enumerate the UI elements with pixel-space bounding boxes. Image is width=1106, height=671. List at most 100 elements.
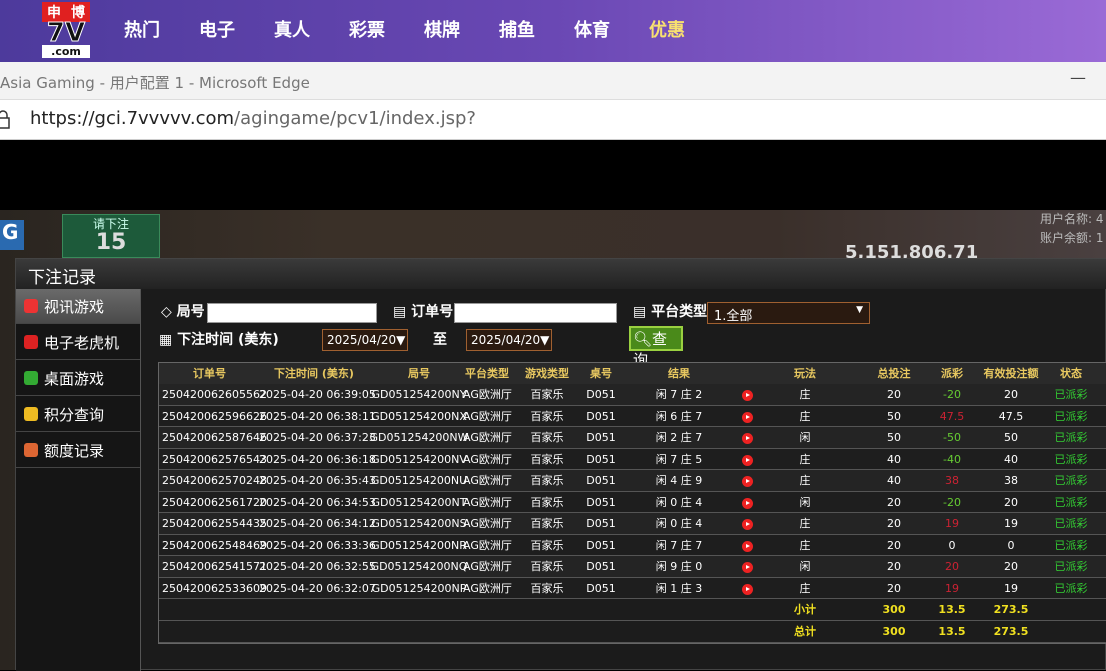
countdown: 15 (95, 230, 127, 255)
cell: 47.5 (998, 409, 1024, 423)
cell: 2025-04-20 06:33:36 (259, 538, 376, 552)
cell: AG欧洲厅 (463, 517, 512, 530)
cell: GD051254200NU (370, 474, 468, 487)
menu-label: 桌面游戏 (44, 370, 105, 388)
url[interactable]: https://gci.7vvvvv.com/agingame/pcv1/ind… (30, 108, 476, 129)
order-input[interactable] (454, 303, 617, 323)
menu-icon (24, 407, 38, 421)
nav-item[interactable]: 棋牌 (424, 20, 460, 41)
record-row: 250420062587646 2025-04-20 06:37:23 GD0512… (159, 427, 1106, 449)
cell: AG欧洲厅 (463, 495, 512, 509)
cell: 已派彩 (1054, 581, 1088, 595)
record-table: 订单号 下注时间 (美东) 局号 平台类型 游戏类型 桌号 结果 玩法 总投注 派彩 有效投注额 状态… (158, 362, 1106, 644)
cell: 250420062541571 (162, 560, 267, 573)
video-button[interactable] (742, 497, 753, 509)
cell: 闲 6 庄 7 (655, 409, 703, 423)
round-input[interactable] (207, 303, 377, 323)
platform-label-text: 平台类型 (651, 304, 708, 320)
cell: 闲 1 庄 3 (655, 581, 703, 595)
cell: 百家乐 (530, 495, 564, 509)
record-row: 250420062576543 2025-04-20 06:36:18 GD0512… (159, 448, 1106, 470)
logo-main[interactable]: 7V (46, 18, 86, 49)
nav-item[interactable]: 体育 (574, 20, 610, 41)
record-row: 250420062605562 2025-04-20 06:39:05 GD0512… (159, 384, 1106, 406)
menu-label: 积分查询 (44, 406, 105, 424)
play-triangle (746, 586, 750, 591)
query-button[interactable]: 🔍︎查询 (629, 326, 683, 369)
cell: 20 (1004, 388, 1018, 401)
cell: AG欧洲厅 (463, 452, 512, 466)
panel-header: 下注记录 (16, 259, 1106, 289)
video-button[interactable] (742, 454, 753, 466)
logo-char: 博 (71, 5, 85, 21)
cell: GD051254200NT (371, 495, 467, 509)
record-row: 250420062554435 2025-04-20 06:34:12 GD0512… (159, 513, 1106, 535)
play-triangle (746, 479, 750, 483)
total-row: 总计 300 13.5 273.5 (159, 621, 1106, 643)
menu-icon (24, 335, 38, 349)
cell: GD051254200NR (371, 538, 467, 552)
date-from[interactable]: 2025/04/20▼ (322, 329, 408, 351)
menu-item[interactable]: 积分查询 (16, 397, 140, 432)
cell: GD051254200NX (371, 409, 467, 423)
record-row: 250420062596626 2025-04-20 06:38:11 GD0512… (159, 405, 1106, 427)
to-label: 至 (433, 332, 447, 348)
record-row: 250420062561720 2025-04-20 06:34:53 GD0512… (159, 491, 1106, 513)
menu-item[interactable]: 电子老虎机 (16, 325, 140, 360)
cell: 闲 (799, 495, 811, 509)
cell: -50 (943, 431, 961, 444)
nav-item[interactable]: 捕鱼 (499, 20, 535, 41)
cell: 百家乐 (530, 431, 564, 444)
menu-item[interactable]: 视讯游戏 (16, 289, 140, 324)
lock-icon (0, 110, 10, 129)
nav-item[interactable]: 优惠 (649, 20, 685, 41)
cell: 2025-04-20 06:38:11 (259, 409, 376, 423)
video-button[interactable] (742, 540, 753, 552)
column-header: 桌号 (590, 367, 612, 380)
cell: 2025-04-20 06:34:53 (259, 495, 376, 509)
video-button[interactable] (742, 390, 753, 401)
pool-amount: 5,151,806.71 (845, 242, 979, 263)
video-button[interactable] (742, 411, 753, 423)
bet-timer: 请下注 15 (62, 214, 160, 258)
menu-item[interactable]: 桌面游戏 (16, 361, 140, 396)
total-cell: 总计 (794, 625, 816, 638)
video-button[interactable] (742, 519, 753, 530)
cell: 250420062570248 (162, 474, 267, 487)
cell: 已派彩 (1054, 495, 1088, 509)
cell: 2025-04-20 06:32:07 (259, 581, 376, 595)
cell: 50 (887, 409, 901, 423)
total-cell: 273.5 (993, 625, 1029, 638)
nav-item[interactable]: 彩票 (349, 20, 385, 41)
video-button[interactable] (742, 583, 753, 595)
platform-value: 1.全部 (714, 309, 753, 324)
menu-item[interactable]: 额度记录 (16, 433, 140, 468)
total-cell: 300 (882, 603, 906, 616)
address-bar: https://gci.7vvvvv.com/agingame/pcv1/ind… (0, 100, 1106, 140)
menu-icon (24, 371, 38, 385)
menu-label: 视讯游戏 (44, 298, 105, 316)
nav-item[interactable]: 电子 (199, 20, 235, 41)
record-row: 250420062541571 2025-04-20 06:32:55 GD0512… (159, 556, 1106, 578)
cell: 闲 (799, 560, 811, 573)
nav-item[interactable]: 真人 (274, 20, 310, 41)
cell: -20 (943, 388, 961, 401)
cell: 百家乐 (530, 538, 564, 552)
cell: 百家乐 (530, 409, 564, 423)
video-button[interactable] (742, 433, 753, 444)
minimize-button[interactable]: — (1070, 68, 1086, 87)
platform-select[interactable]: 1.全部 ▼ (707, 302, 870, 324)
cell: 2025-04-20 06:32:55 (259, 560, 376, 573)
cell: 0 (948, 538, 956, 552)
cell: 0 (1007, 538, 1015, 552)
nav-item[interactable]: 热门 (124, 20, 160, 41)
video-button[interactable] (742, 562, 753, 573)
order-label-text: 订单号 (411, 304, 454, 320)
video-button[interactable] (742, 476, 753, 487)
date-to[interactable]: 2025/04/20▼ (466, 329, 552, 351)
cell: 百家乐 (530, 452, 564, 466)
column-header: 下注时间 (美东) (274, 367, 354, 380)
panel-title: 下注记录 (28, 268, 96, 288)
